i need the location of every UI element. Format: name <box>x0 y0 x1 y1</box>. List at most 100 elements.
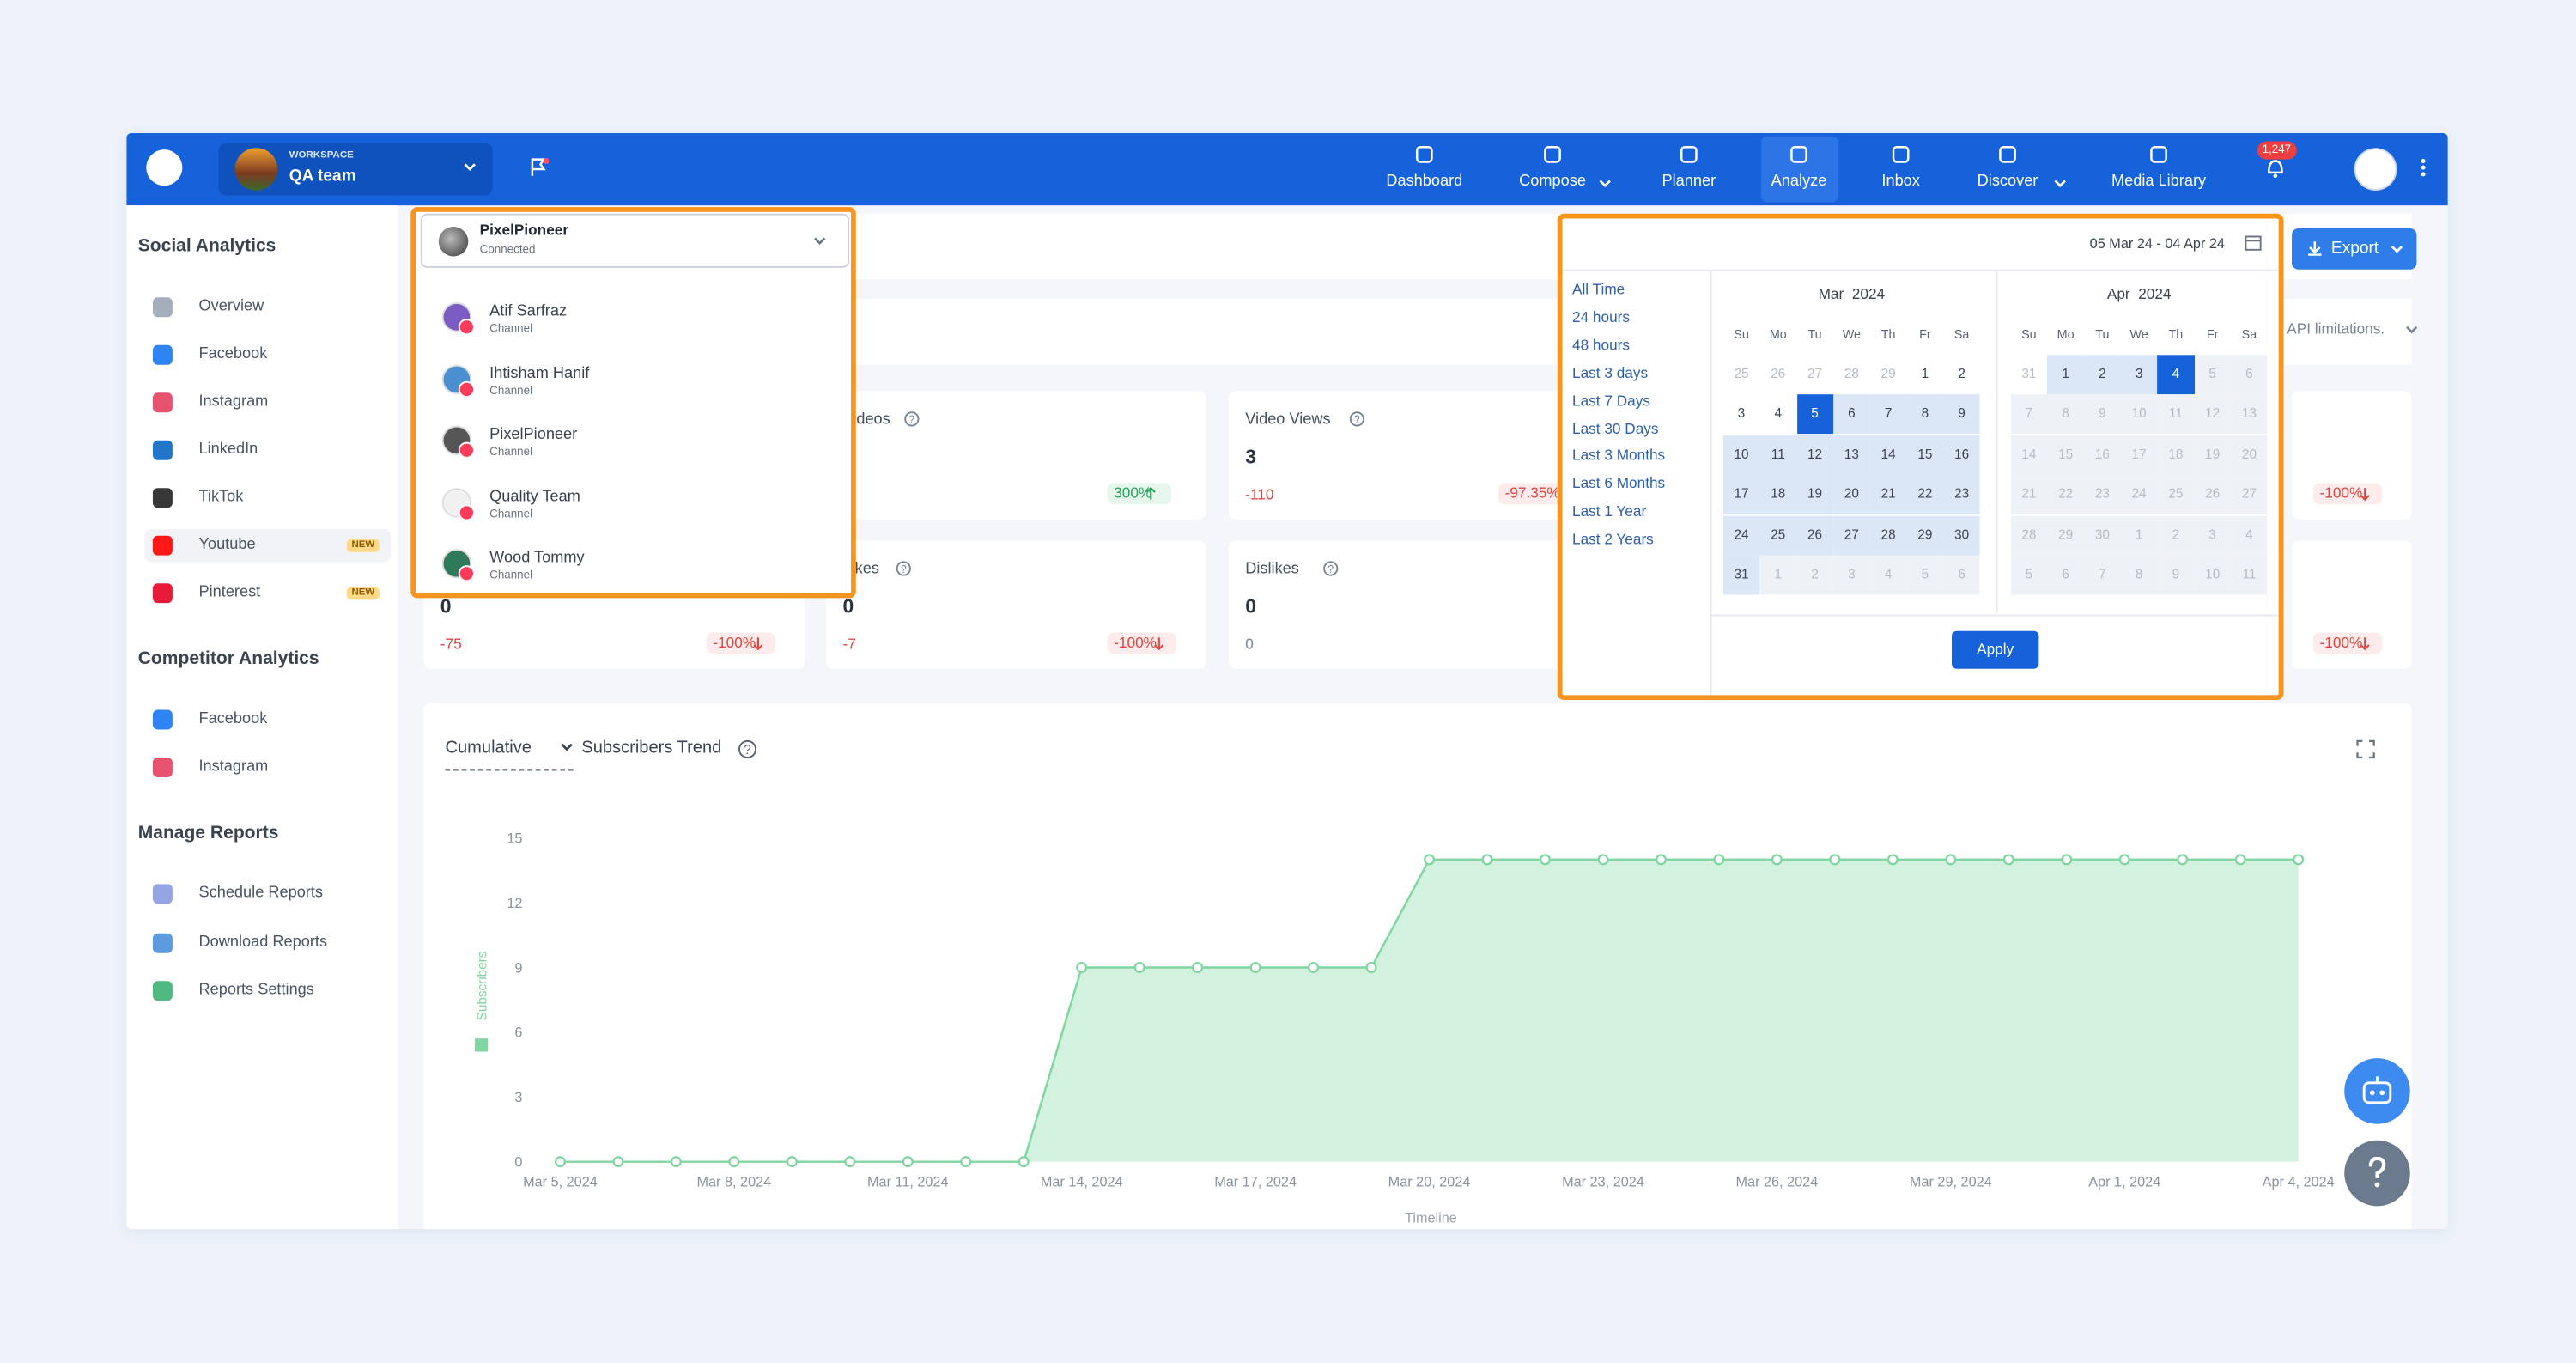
day-cell[interactable] <box>1722 435 1760 475</box>
day-cell[interactable] <box>2120 555 2158 595</box>
bot-button[interactable] <box>2344 1058 2410 1124</box>
day-cell[interactable] <box>2120 355 2158 395</box>
day-cell[interactable] <box>2231 394 2268 435</box>
day-cell[interactable] <box>2047 394 2085 435</box>
nav-item[interactable]: Dashboard <box>1386 172 1463 191</box>
chart-mode[interactable]: Cumulative <box>445 738 532 758</box>
day-cell[interactable] <box>2194 514 2232 555</box>
day-cell[interactable] <box>2010 555 2048 595</box>
day-cell[interactable] <box>2194 435 2232 475</box>
day-cell[interactable] <box>2047 555 2085 595</box>
sidebar-item[interactable]: Pinterest <box>198 583 261 602</box>
sidebar-item[interactable]: Youtube <box>198 535 256 554</box>
day-cell[interactable] <box>1869 475 1907 515</box>
day-cell[interactable] <box>1832 435 1870 475</box>
day-cell[interactable] <box>2157 514 2195 555</box>
day-cell[interactable] <box>2010 435 2048 475</box>
preset[interactable]: 48 hours <box>1571 336 1631 353</box>
sidebar-item[interactable]: LinkedIn <box>198 440 258 459</box>
day-cell[interactable] <box>1759 555 1797 595</box>
option-name[interactable]: Atif Sarfraz <box>489 302 568 321</box>
day-cell[interactable] <box>2084 435 2121 475</box>
day-cell[interactable] <box>2120 435 2158 475</box>
preset[interactable]: 24 hours <box>1571 308 1631 326</box>
day-cell[interactable] <box>2120 394 2158 435</box>
preset[interactable]: Last 7 Days <box>1571 392 1650 409</box>
day-cell[interactable] <box>2231 435 2268 475</box>
day-cell[interactable] <box>1869 555 1907 595</box>
nav-item[interactable]: Compose <box>1519 172 1586 191</box>
day-cell[interactable] <box>1943 394 1980 435</box>
day-cell[interactable] <box>1906 475 1944 515</box>
day-cell[interactable] <box>1796 394 1833 435</box>
day-cell[interactable] <box>1906 514 1944 555</box>
day-cell[interactable] <box>1943 475 1980 515</box>
date-range[interactable]: 05 Mar 24 - 04 Apr 24 <box>2089 234 2225 252</box>
preset[interactable]: Last 3 Months <box>1571 447 1666 465</box>
day-cell[interactable] <box>2194 394 2232 435</box>
day-cell[interactable] <box>1722 514 1760 555</box>
apply-button[interactable] <box>1951 630 2039 669</box>
preset[interactable]: Last 1 Year <box>1571 502 1647 520</box>
day-cell[interactable] <box>2194 475 2232 515</box>
day-cell[interactable] <box>2231 475 2268 515</box>
day-cell[interactable] <box>2010 514 2048 555</box>
day-cell[interactable] <box>1906 394 1944 435</box>
day-cell[interactable] <box>1832 475 1870 515</box>
day-cell[interactable] <box>1722 475 1760 515</box>
day-cell[interactable] <box>2157 475 2195 515</box>
option-name[interactable]: Wood Tommy <box>489 549 585 568</box>
day-cell[interactable] <box>1832 394 1870 435</box>
day-cell[interactable] <box>2084 394 2121 435</box>
day-cell[interactable] <box>2047 435 2085 475</box>
day-cell[interactable] <box>2157 355 2195 395</box>
option-name[interactable]: Quality Team <box>489 487 580 506</box>
day-cell[interactable] <box>1943 555 1980 595</box>
day-cell[interactable] <box>2120 475 2158 515</box>
day-cell[interactable] <box>1869 514 1907 555</box>
day-cell[interactable] <box>2194 355 2232 395</box>
preset[interactable]: Last 6 Months <box>1571 475 1666 492</box>
day-cell[interactable] <box>2157 435 2195 475</box>
day-cell[interactable] <box>2084 514 2121 555</box>
day-cell[interactable] <box>1869 435 1907 475</box>
day-cell[interactable] <box>2047 355 2085 395</box>
sidebar-item[interactable]: TikTok <box>198 488 244 507</box>
day-cell[interactable] <box>1796 555 1833 595</box>
day-cell[interactable] <box>2010 475 2048 515</box>
sidebar-item[interactable]: Facebook <box>198 344 268 363</box>
day-cell[interactable] <box>2084 555 2121 595</box>
preset[interactable]: Last 30 Days <box>1571 419 1659 436</box>
nav-item[interactable]: Inbox <box>1881 172 1920 191</box>
sidebar-item[interactable]: Schedule Reports <box>198 884 324 903</box>
day-cell[interactable] <box>1722 555 1760 595</box>
day-cell[interactable] <box>2084 355 2121 395</box>
nav-item[interactable]: Discover <box>1977 172 2038 191</box>
day-cell[interactable] <box>1759 435 1797 475</box>
day-cell[interactable] <box>2231 514 2268 555</box>
day-cell[interactable] <box>2047 475 2085 515</box>
sidebar-item[interactable]: Facebook <box>198 709 268 728</box>
day-cell[interactable] <box>2157 394 2195 435</box>
preset[interactable]: All Time <box>1571 281 1625 298</box>
user-avatar[interactable] <box>2354 148 2397 191</box>
option-name[interactable]: Ihtisham Hanif <box>489 363 590 382</box>
day-cell[interactable] <box>1796 435 1833 475</box>
sidebar-item[interactable]: Download Reports <box>198 933 328 952</box>
day-cell[interactable] <box>2157 555 2195 595</box>
nav-item[interactable]: Analyze <box>1771 172 1827 191</box>
day-cell[interactable] <box>2120 514 2158 555</box>
day-cell[interactable] <box>2084 475 2121 515</box>
day-cell[interactable] <box>1943 514 1980 555</box>
option-name[interactable]: PixelPioneer <box>489 425 578 444</box>
day-cell[interactable] <box>1869 394 1907 435</box>
day-cell[interactable] <box>2231 555 2268 595</box>
sidebar-item[interactable]: Instagram <box>198 758 269 776</box>
day-cell[interactable] <box>2231 355 2268 395</box>
day-cell[interactable] <box>1906 555 1944 595</box>
day-cell[interactable] <box>2047 514 2085 555</box>
day-cell[interactable] <box>2194 555 2232 595</box>
day-cell[interactable] <box>2010 394 2048 435</box>
day-cell[interactable] <box>1943 435 1980 475</box>
day-cell[interactable] <box>1906 435 1944 475</box>
